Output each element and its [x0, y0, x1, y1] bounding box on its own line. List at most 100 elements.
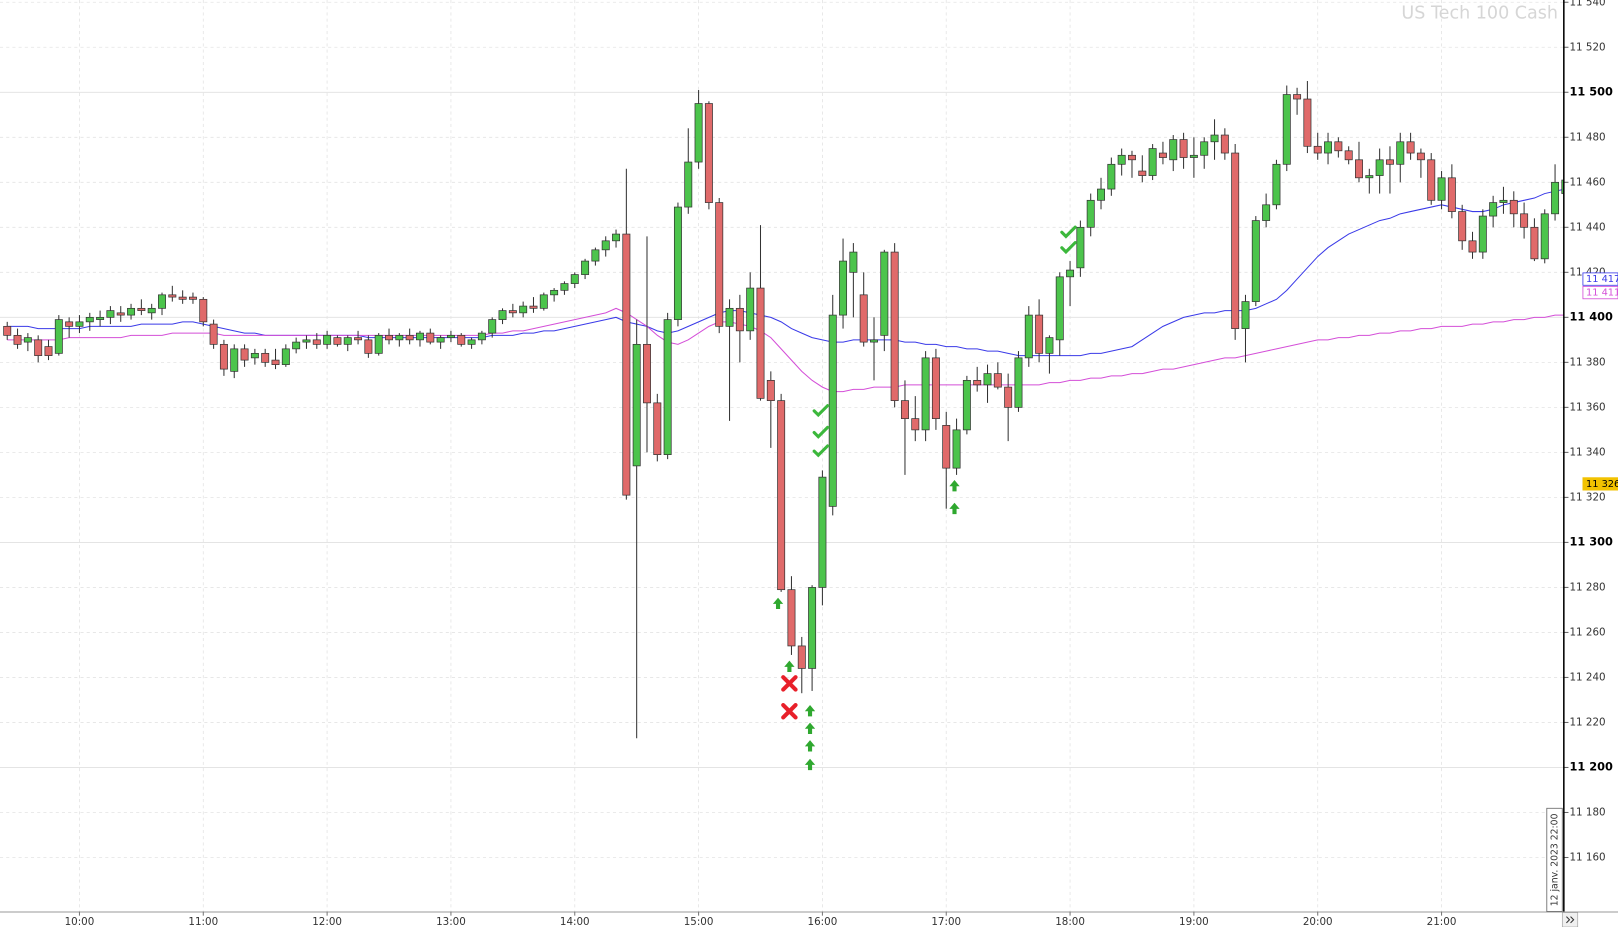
candle-body: [1437, 177, 1446, 201]
candle-body: [622, 233, 631, 496]
check: [812, 444, 830, 458]
x-tick-label: 19:00: [1179, 916, 1209, 927]
check: [1060, 225, 1077, 239]
candle-body: [632, 343, 641, 467]
candle-body: [1055, 276, 1064, 341]
candle-body: [1282, 94, 1291, 165]
candle-body: [96, 316, 105, 320]
candle-body: [859, 294, 868, 343]
candle-body: [1530, 226, 1539, 260]
candle-body: [106, 310, 115, 318]
candle-body: [1478, 215, 1487, 253]
y-tick-label: 11 440: [1570, 221, 1606, 233]
candle-body: [870, 339, 878, 343]
x-tick-label: 20:00: [1303, 916, 1333, 927]
candle-body: [715, 202, 724, 327]
candle-body: [1385, 159, 1394, 165]
candle-body: [488, 319, 497, 334]
scroll-icon[interactable]: [1566, 916, 1575, 924]
price-tag: [1582, 477, 1618, 491]
candle-body: [199, 298, 208, 323]
candle-body: [839, 260, 848, 316]
candle-body: [436, 337, 445, 343]
candle-body: [570, 274, 579, 284]
candle-body: [230, 348, 239, 372]
arrow-up: [804, 740, 816, 752]
candle-body: [75, 321, 84, 327]
price-tag-label: 11 326: [1586, 479, 1618, 490]
candle-body: [1499, 199, 1508, 203]
candle-body: [653, 402, 662, 455]
candle-body: [1324, 141, 1333, 154]
candle-body: [591, 249, 600, 262]
candle-body: [1344, 150, 1353, 161]
y-axis: 11 160 11 180 11 200 11 220 11 240 11 260 11 2…: [1564, 0, 1618, 864]
candle-body: [508, 310, 517, 314]
candle-body: [250, 352, 259, 359]
candle-body: [1396, 141, 1405, 165]
arrow-up: [772, 597, 784, 610]
y-tick-label: 11 260: [1570, 626, 1606, 638]
candle-body: [1293, 94, 1302, 100]
y-tick-label: 11 280: [1570, 581, 1606, 593]
candle-body: [1509, 199, 1518, 215]
moving-average: [7, 307, 1566, 393]
candle-body: [797, 645, 806, 669]
arrow-up: [804, 722, 816, 734]
candle-body: [271, 359, 280, 365]
x-tick-label: 21:00: [1427, 916, 1457, 927]
x-tick-label: 18:00: [1055, 916, 1085, 927]
cursor-box: [1546, 807, 1563, 912]
candle-body: [1406, 141, 1415, 154]
candle-body: [137, 307, 146, 311]
candle-body: [1097, 188, 1105, 201]
x-tick-label: 12:00: [312, 916, 342, 927]
y-tick-label: 11 480: [1570, 131, 1606, 143]
candle-body: [13, 334, 22, 345]
candle-body: [735, 307, 744, 332]
candle-body: [147, 307, 156, 314]
y-tick-label: 11 320: [1570, 491, 1606, 503]
candle-body: [1303, 98, 1312, 147]
y-tick-label: 11 460: [1570, 176, 1606, 188]
candle-body: [127, 307, 136, 316]
candle-body: [158, 294, 166, 309]
candle-body: [354, 337, 363, 341]
x-tick-label: 14:00: [560, 916, 590, 927]
x-tick-label: 11:00: [188, 916, 218, 927]
candle-body: [993, 373, 1002, 388]
candle-body: [911, 418, 920, 431]
candle-body: [704, 103, 713, 203]
y-tick-label: 11 520: [1570, 41, 1606, 53]
candle-body: [818, 476, 827, 588]
candle-body: [756, 287, 765, 399]
candle-body: [3, 325, 12, 336]
candle-body: [1427, 159, 1436, 201]
candle-body: [673, 206, 682, 320]
candle-body: [931, 357, 940, 419]
candle-body: [1447, 177, 1456, 212]
candle-body: [601, 240, 610, 251]
candle-body: [519, 305, 528, 314]
candle-body: [477, 332, 486, 341]
candle-body: [663, 319, 672, 455]
candle-body: [1107, 163, 1116, 190]
y-axis-panel: [1564, 0, 1618, 927]
arrow-up: [804, 705, 816, 717]
candle-body: [1272, 163, 1281, 206]
candle-body: [323, 334, 332, 345]
x-tick-label: 13:00: [436, 916, 466, 927]
candle-body: [725, 307, 734, 327]
x-tick-label: 17:00: [931, 916, 961, 927]
y-tick-label: 11 500: [1570, 84, 1614, 98]
candle-body: [1138, 170, 1147, 176]
candle-body: [261, 352, 270, 363]
candle-body: [240, 348, 249, 361]
candle-body: [395, 334, 404, 341]
candle-body: [1148, 148, 1157, 176]
check: [812, 404, 830, 418]
candle-body: [1220, 134, 1229, 154]
candle-body: [921, 357, 930, 431]
y-tick-label: 11 300: [1570, 534, 1614, 548]
